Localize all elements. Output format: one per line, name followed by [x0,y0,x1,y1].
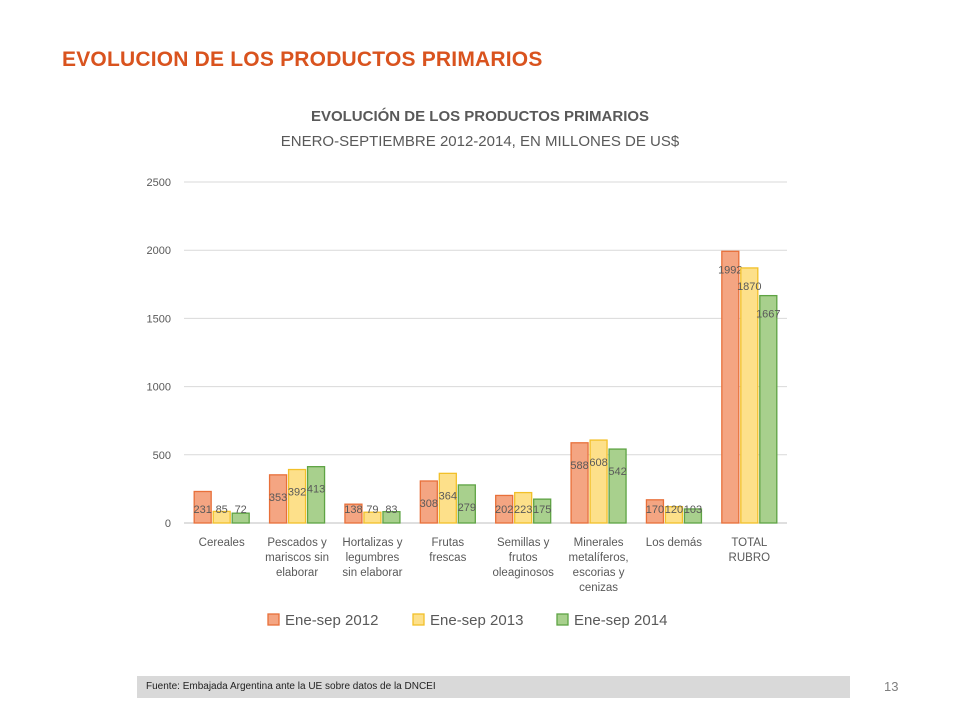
data-label: 170 [646,504,664,516]
page-number: 13 [884,679,899,694]
data-label: 364 [439,490,457,502]
data-label: 279 [458,502,476,514]
data-label: 542 [608,466,626,478]
x-tick-label: Minerales [574,537,624,549]
bar [495,494,514,524]
y-tick-label: 0 [165,518,171,530]
x-tick-label: elaborar [276,567,318,579]
data-label: 1992 [718,264,742,276]
data-label: 588 [570,460,588,472]
bar [759,294,778,524]
bar [231,512,250,524]
bar [419,480,438,524]
bar [570,442,589,524]
bar [193,490,212,524]
y-tick-label: 2500 [147,177,171,189]
bar [212,510,231,524]
bar [514,491,533,524]
bar [344,503,363,524]
bar [382,511,401,524]
data-label: 392 [288,487,306,499]
bar [533,498,552,524]
x-tick-label: frutos [509,552,538,564]
data-label: 79 [366,504,378,516]
y-tick-label: 1500 [147,313,171,325]
legend-swatch [412,613,425,626]
x-tick-label: legumbres [346,552,400,564]
bar [664,505,684,524]
data-label: 175 [533,504,551,516]
data-label: 413 [307,484,325,496]
x-tick-label: oleaginosos [492,567,554,579]
data-label: 223 [514,504,532,516]
bar [287,468,307,524]
x-tick-label: Pescados y [267,537,327,549]
data-label: 231 [194,504,212,516]
chart-title: EVOLUCIÓN DE LOS PRODUCTOS PRIMARIOS [310,108,650,125]
legend-label: Ene-sep 2014 [574,612,667,629]
y-tick-label: 2000 [147,245,171,257]
x-tick-label: metalíferos, [569,552,629,564]
bar [268,474,288,524]
data-label: 202 [495,504,513,516]
chart-subtitle: ENERO-SEPTIEMBRE 2012-2014, EN MILLONES … [280,133,680,150]
x-tick-label: Semillas y [497,537,550,549]
y-tick-label: 500 [153,450,171,462]
data-label: 103 [684,504,702,516]
x-tick-label: cenizas [579,582,618,594]
source-bar: Fuente: Embajada Argentina ante la UE so… [137,676,850,698]
slide-title: EVOLUCION DE LOS PRODUCTOS PRIMARIOS [62,48,543,71]
bar [363,511,382,524]
bar [306,466,326,524]
data-label: 353 [269,492,287,504]
x-tick-label: frescas [429,552,466,564]
bar [589,439,608,524]
data-label: 308 [420,498,438,510]
bar [645,499,665,524]
data-label: 120 [665,504,683,516]
y-tick-label: 1000 [147,382,171,394]
x-tick-label: mariscos sin [265,552,329,564]
legend-label: Ene-sep 2012 [285,612,378,629]
bar [457,484,476,524]
source-text: Fuente: Embajada Argentina ante la UE so… [146,681,436,692]
bar [438,472,457,524]
legend-swatch [556,613,569,626]
x-tick-label: TOTAL [731,537,768,549]
legend-label: Ene-sep 2013 [430,612,523,629]
data-label: 83 [385,504,397,516]
legend-swatch [267,613,280,626]
bar [721,250,740,524]
data-label: 138 [344,504,362,516]
data-label: 1870 [737,281,761,293]
data-label: 1667 [756,309,780,321]
x-tick-label: sin elaborar [342,567,402,579]
data-label: 72 [235,504,247,516]
bar [740,267,759,524]
x-tick-label: escorias y [573,567,625,579]
bar [683,508,703,524]
x-tick-label: Frutas [432,537,465,549]
bar [608,448,627,524]
x-tick-label: RUBRO [729,552,771,564]
data-label: 608 [589,457,607,469]
x-tick-label: Los demás [646,537,703,549]
data-label: 85 [216,504,228,516]
x-tick-label: Hortalizas y [342,537,402,549]
x-tick-label: Cereales [199,537,245,549]
